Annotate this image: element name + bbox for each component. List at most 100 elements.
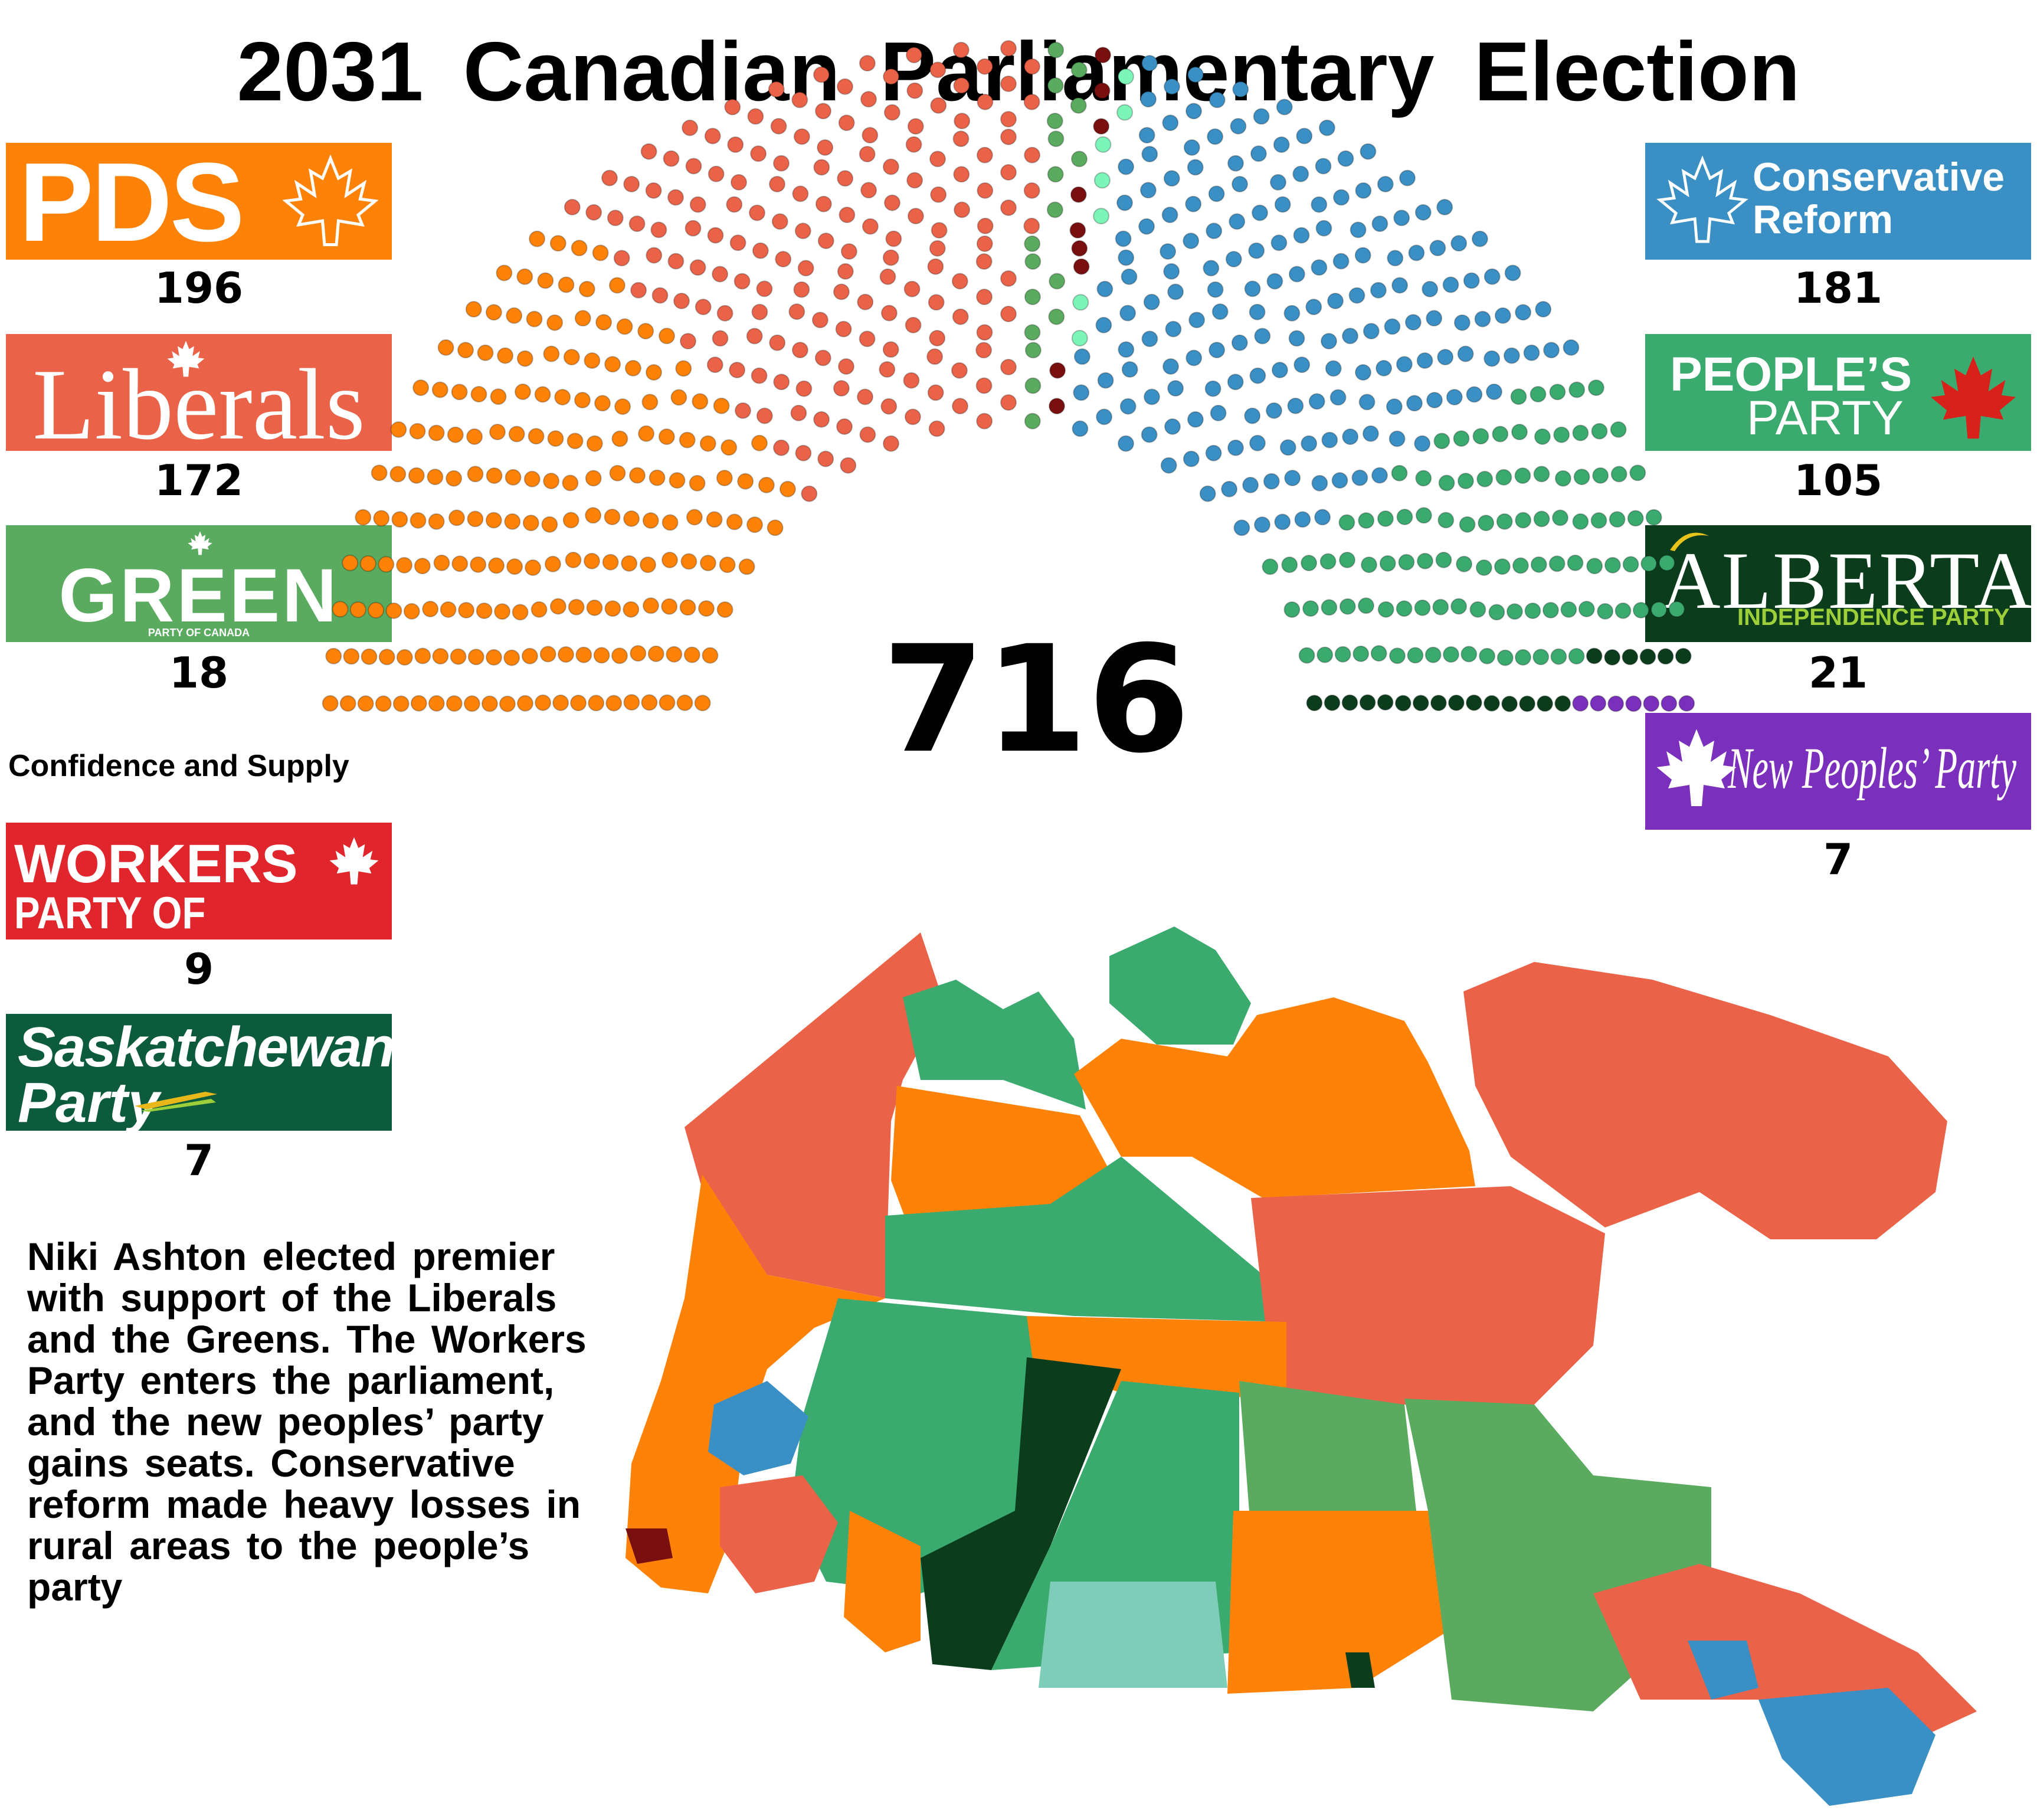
seat-pds bbox=[629, 467, 646, 484]
conservative-logo-text-2: Reform bbox=[1753, 197, 1894, 242]
seat-conservative_reform bbox=[1543, 342, 1560, 359]
seat-peoples_party bbox=[1510, 388, 1527, 405]
seat-peoples_party bbox=[1511, 424, 1528, 440]
seat-peoples_party bbox=[1668, 601, 1685, 618]
seat-liberals bbox=[857, 388, 873, 405]
region-quebec-blue bbox=[1688, 1641, 1758, 1700]
seat-pds bbox=[676, 694, 693, 711]
maple-leaf-icon bbox=[329, 837, 379, 885]
seat-pds bbox=[638, 425, 655, 442]
seat-conservative_reform bbox=[1416, 352, 1433, 369]
seat-pds bbox=[505, 469, 522, 486]
seat-peoples_party bbox=[1316, 646, 1334, 663]
seat-peoples_party bbox=[1650, 601, 1668, 618]
seat-conservative_reform bbox=[1140, 91, 1157, 108]
seat-peoples_party bbox=[1437, 512, 1455, 529]
seat-peoples_party bbox=[1475, 559, 1492, 576]
seat-pds bbox=[558, 276, 575, 293]
seat-peoples_party bbox=[1610, 466, 1627, 483]
seat-liberals bbox=[726, 196, 743, 213]
seat-pds bbox=[547, 430, 564, 447]
seat-conservative_reform bbox=[1183, 233, 1200, 250]
seat-pds bbox=[392, 695, 410, 712]
seat-peoples_party bbox=[1572, 513, 1589, 530]
seat-conservative_reform bbox=[1167, 380, 1184, 397]
seat-pds bbox=[689, 474, 706, 492]
seat-pds bbox=[588, 695, 605, 712]
seat-liberals bbox=[882, 249, 899, 266]
seat-liberals bbox=[879, 361, 896, 378]
seat-pds bbox=[451, 555, 469, 572]
seat-pds bbox=[716, 470, 733, 486]
seat-liberals bbox=[927, 384, 944, 401]
seat-conservative_reform bbox=[1311, 196, 1328, 213]
seat-conservative_reform bbox=[1183, 450, 1200, 467]
seat-pds bbox=[746, 516, 763, 533]
seat-peoples_party bbox=[1496, 513, 1513, 530]
seat-pds bbox=[738, 558, 755, 575]
seat-conservative_reform bbox=[1164, 418, 1181, 435]
seat-liberals bbox=[640, 143, 657, 160]
seat-liberals bbox=[735, 402, 751, 419]
seat-liberals bbox=[667, 189, 684, 206]
seat-peoples_party bbox=[1414, 599, 1431, 616]
seat-saskatchewan bbox=[1071, 330, 1088, 346]
seat-conservative_reform bbox=[1203, 260, 1220, 277]
seat-peoples_party bbox=[1567, 554, 1584, 571]
seat-conservative_reform bbox=[1209, 91, 1226, 109]
seat-pds bbox=[623, 694, 640, 711]
seat-pds bbox=[713, 397, 730, 414]
region-quebec-north bbox=[1251, 1186, 1605, 1405]
seat-conservative_reform bbox=[1329, 389, 1347, 406]
seat-conservative_reform bbox=[1311, 474, 1328, 492]
seat-pds bbox=[485, 512, 502, 529]
seat-conservative_reform bbox=[1292, 165, 1309, 182]
seat-conservative_reform bbox=[1422, 280, 1439, 297]
seat-peoples_party bbox=[1453, 430, 1470, 447]
seat-alberta bbox=[1554, 695, 1571, 712]
seat-peoples_party bbox=[1457, 473, 1474, 489]
seat-pds bbox=[679, 599, 696, 616]
seat-pds bbox=[605, 695, 623, 712]
seat-conservative_reform bbox=[1348, 287, 1365, 304]
seat-pds bbox=[458, 602, 475, 618]
maple-leaf-icon bbox=[167, 341, 205, 377]
alberta-logo: ALBERTA INDEPENDENCE PARTY bbox=[1645, 525, 2031, 642]
alberta-logo-text-2: INDEPENDENCE PARTY bbox=[1737, 604, 2010, 630]
seat-pds bbox=[593, 647, 610, 664]
seat-liberals bbox=[953, 166, 970, 183]
seat-liberals bbox=[813, 66, 830, 83]
seat-pds bbox=[595, 314, 613, 331]
seat-conservative_reform bbox=[1164, 78, 1180, 95]
seat-conservative_reform bbox=[1270, 234, 1288, 251]
seat-peoples_party bbox=[1549, 384, 1566, 401]
seat-liberals bbox=[793, 281, 810, 298]
seat-liberals bbox=[952, 308, 969, 325]
seat-pds bbox=[508, 425, 525, 443]
seat-liberals bbox=[882, 158, 899, 175]
seat-liberals bbox=[1000, 129, 1017, 145]
seat-conservative_reform bbox=[1396, 356, 1413, 373]
seat-liberals bbox=[769, 176, 785, 192]
seat-pds bbox=[543, 345, 560, 362]
seat-conservative_reform bbox=[1204, 380, 1221, 397]
seat-liberals bbox=[731, 174, 747, 191]
seat-liberals bbox=[839, 207, 856, 224]
seat-pds bbox=[702, 647, 719, 664]
seat-pds bbox=[428, 695, 445, 712]
seat-workers bbox=[1071, 240, 1088, 257]
seat-workers bbox=[1069, 222, 1086, 239]
seat-pds bbox=[361, 648, 378, 665]
seat-conservative_reform bbox=[1384, 318, 1401, 335]
seat-saskatchewan bbox=[1093, 172, 1111, 189]
election-note: Niki Ashton elected premier with support… bbox=[27, 1235, 587, 1609]
total-seats: 716 bbox=[882, 614, 1190, 785]
seat-pds bbox=[594, 395, 611, 412]
seat-conservative_reform bbox=[1227, 374, 1244, 391]
seat-conservative_reform bbox=[1185, 349, 1203, 366]
seat-pds bbox=[604, 509, 621, 525]
seat-conservative_reform bbox=[1426, 392, 1443, 408]
seat-peoples_party bbox=[1622, 556, 1639, 573]
maple-leaf-icon bbox=[1656, 155, 1748, 243]
seat-conservative_reform bbox=[1119, 398, 1137, 415]
